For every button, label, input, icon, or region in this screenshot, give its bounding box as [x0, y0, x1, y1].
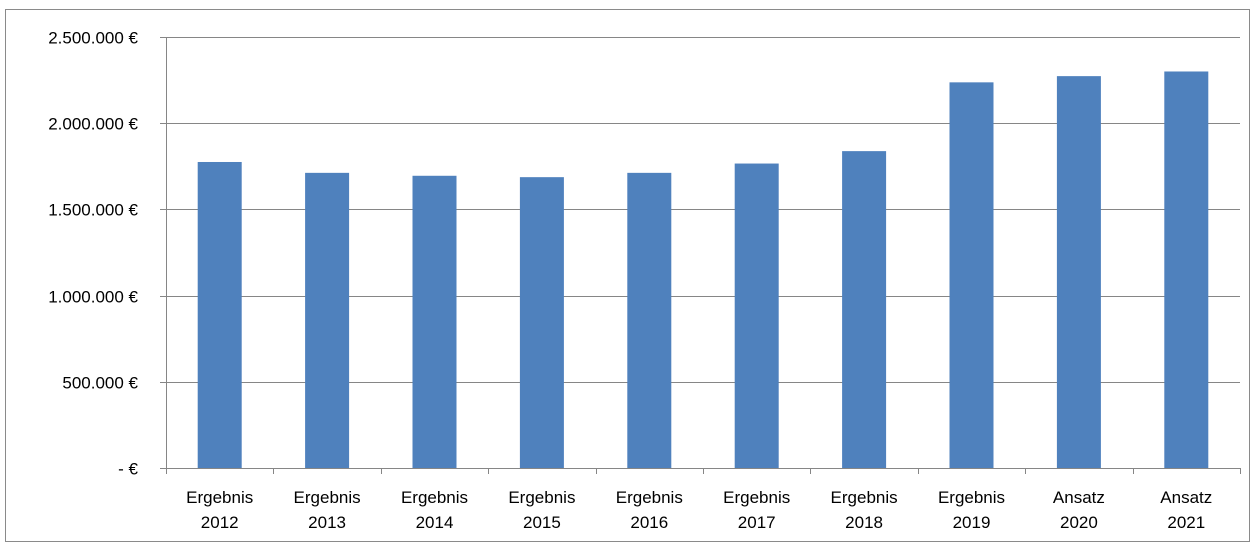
y-axis-tick-label: 2.000.000 €: [48, 115, 138, 134]
bars: [197, 71, 1209, 469]
x-axis-tick-label: Ansatz: [1053, 488, 1105, 507]
x-axis-tick-label: Ergebnis: [401, 488, 468, 507]
bar: [519, 177, 564, 468]
x-axis-tick-label: 2013: [308, 513, 346, 532]
x-axis-tick-label: Ergebnis: [831, 488, 898, 507]
axes: [160, 37, 1241, 474]
x-axis-tick-label: Ergebnis: [616, 488, 683, 507]
x-axis-tick-label: Ergebnis: [508, 488, 575, 507]
bar: [949, 82, 994, 469]
x-axis-tick-label: 2014: [416, 513, 454, 532]
x-axis-tick-label: Ergebnis: [294, 488, 361, 507]
y-axis-tick-label: 1.500.000 €: [48, 201, 138, 220]
x-axis-tick-label: 2017: [738, 513, 776, 532]
bar: [305, 172, 350, 468]
bar: [627, 172, 672, 468]
bar: [734, 163, 779, 468]
x-axis-tick-label: 2020: [1060, 513, 1098, 532]
x-axis-tick-label: 2012: [201, 513, 239, 532]
bar: [197, 161, 242, 469]
y-axis-tick-label: 1.000.000 €: [48, 288, 138, 307]
x-axis-tick-label: Ergebnis: [186, 488, 253, 507]
bar: [1056, 76, 1101, 468]
y-axis-tick-label: - €: [118, 460, 138, 479]
bar: [842, 151, 887, 469]
x-axis-tick-label: Ansatz: [1160, 488, 1212, 507]
x-axis-tick-label: 2018: [845, 513, 883, 532]
bar: [1164, 71, 1209, 468]
x-axis-tick-label: 2015: [523, 513, 561, 532]
bar: [412, 175, 457, 469]
x-axis-tick-label: 2021: [1167, 513, 1205, 532]
x-axis-tick-label: Ergebnis: [723, 488, 790, 507]
y-axis-tick-label: 2.500.000 €: [48, 29, 138, 48]
y-axis-tick-label: 500.000 €: [62, 374, 138, 393]
x-axis-tick-label: Ergebnis: [938, 488, 1005, 507]
x-axis-tick-label: 2016: [630, 513, 668, 532]
x-axis-tick-labels: Ergebnis 2012 Ergebnis 2013 Ergebnis 2014 Erge…: [186, 488, 1212, 532]
x-axis-tick-label: 2019: [953, 513, 991, 532]
y-axis-tick-labels: - € 500.000 € 1.000.000 € 1.500.000 € 2.000.…: [48, 29, 138, 479]
